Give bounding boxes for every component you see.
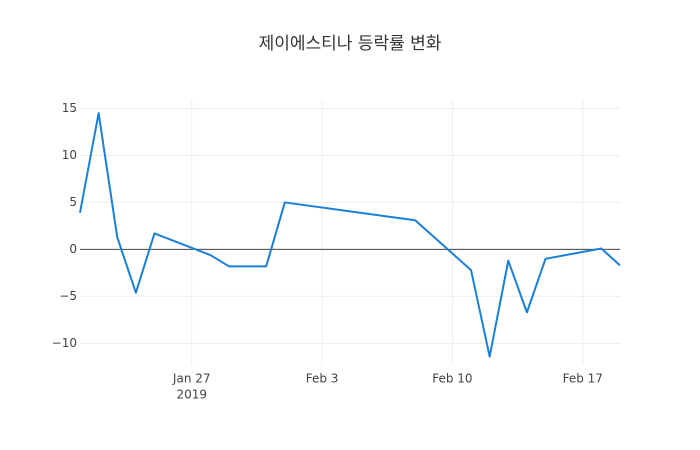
x-tick-label: Feb 17 <box>563 372 603 386</box>
y-tick-label: 5 <box>69 195 77 209</box>
x-tick-label: Feb 10 <box>432 372 472 386</box>
x-tick-year: 2019 <box>176 388 207 402</box>
y-tick-label: 10 <box>62 148 77 162</box>
chart-title: 제이에스티나 등락률 변화 <box>259 34 442 54</box>
y-tick-label: −5 <box>59 289 77 303</box>
x-tick-label: Feb 3 <box>306 372 339 386</box>
y-tick-label: 15 <box>62 101 77 115</box>
series-line <box>79 112 621 358</box>
y-tick-label: 0 <box>69 242 77 256</box>
x-tick-label: Jan 27 <box>172 372 211 386</box>
y-tick-label: −10 <box>52 336 77 350</box>
